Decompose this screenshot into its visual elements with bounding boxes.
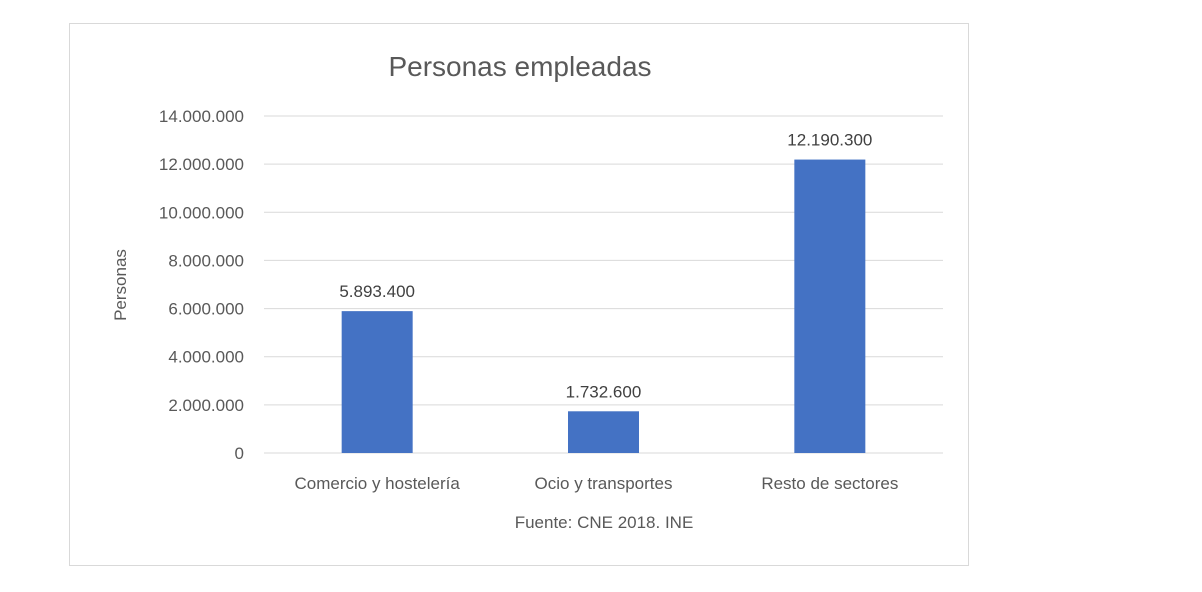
y-axis-title: Personas bbox=[111, 249, 130, 321]
y-tick-label: 14.000.000 bbox=[159, 107, 244, 126]
x-axis-title-source: Fuente: CNE 2018. INE bbox=[515, 513, 694, 532]
bar-value-label: 1.732.600 bbox=[566, 382, 642, 401]
y-tick-label: 6.000.000 bbox=[168, 300, 244, 319]
y-axis-ticks: 0 2.000.000 4.000.000 6.000.000 8.000.000 10.… bbox=[159, 107, 244, 463]
x-category-label: Resto de sectores bbox=[761, 474, 898, 493]
bar bbox=[568, 411, 639, 453]
bar bbox=[794, 159, 866, 453]
y-tick-label: 8.000.000 bbox=[168, 251, 244, 270]
bar bbox=[341, 311, 413, 453]
bars bbox=[341, 159, 866, 453]
bar-value-label: 5.893.400 bbox=[339, 282, 415, 301]
x-axis-categories: Comercio y hostelería Ocio y transportes R… bbox=[294, 474, 898, 493]
bar-value-label: 12.190.300 bbox=[787, 131, 872, 150]
y-tick-label: 4.000.000 bbox=[168, 348, 244, 367]
y-tick-label: 2.000.000 bbox=[168, 396, 244, 415]
x-category-label: Comercio y hostelería bbox=[294, 474, 460, 493]
y-tick-label: 12.000.000 bbox=[159, 155, 244, 174]
y-tick-label: 0 bbox=[235, 444, 244, 463]
chart-title: Personas empleadas bbox=[388, 51, 651, 82]
x-category-label: Ocio y transportes bbox=[535, 474, 673, 493]
y-tick-label: 10.000.000 bbox=[159, 203, 244, 222]
data-labels: 5.893.400 1.732.600 12.190.300 bbox=[339, 131, 872, 402]
